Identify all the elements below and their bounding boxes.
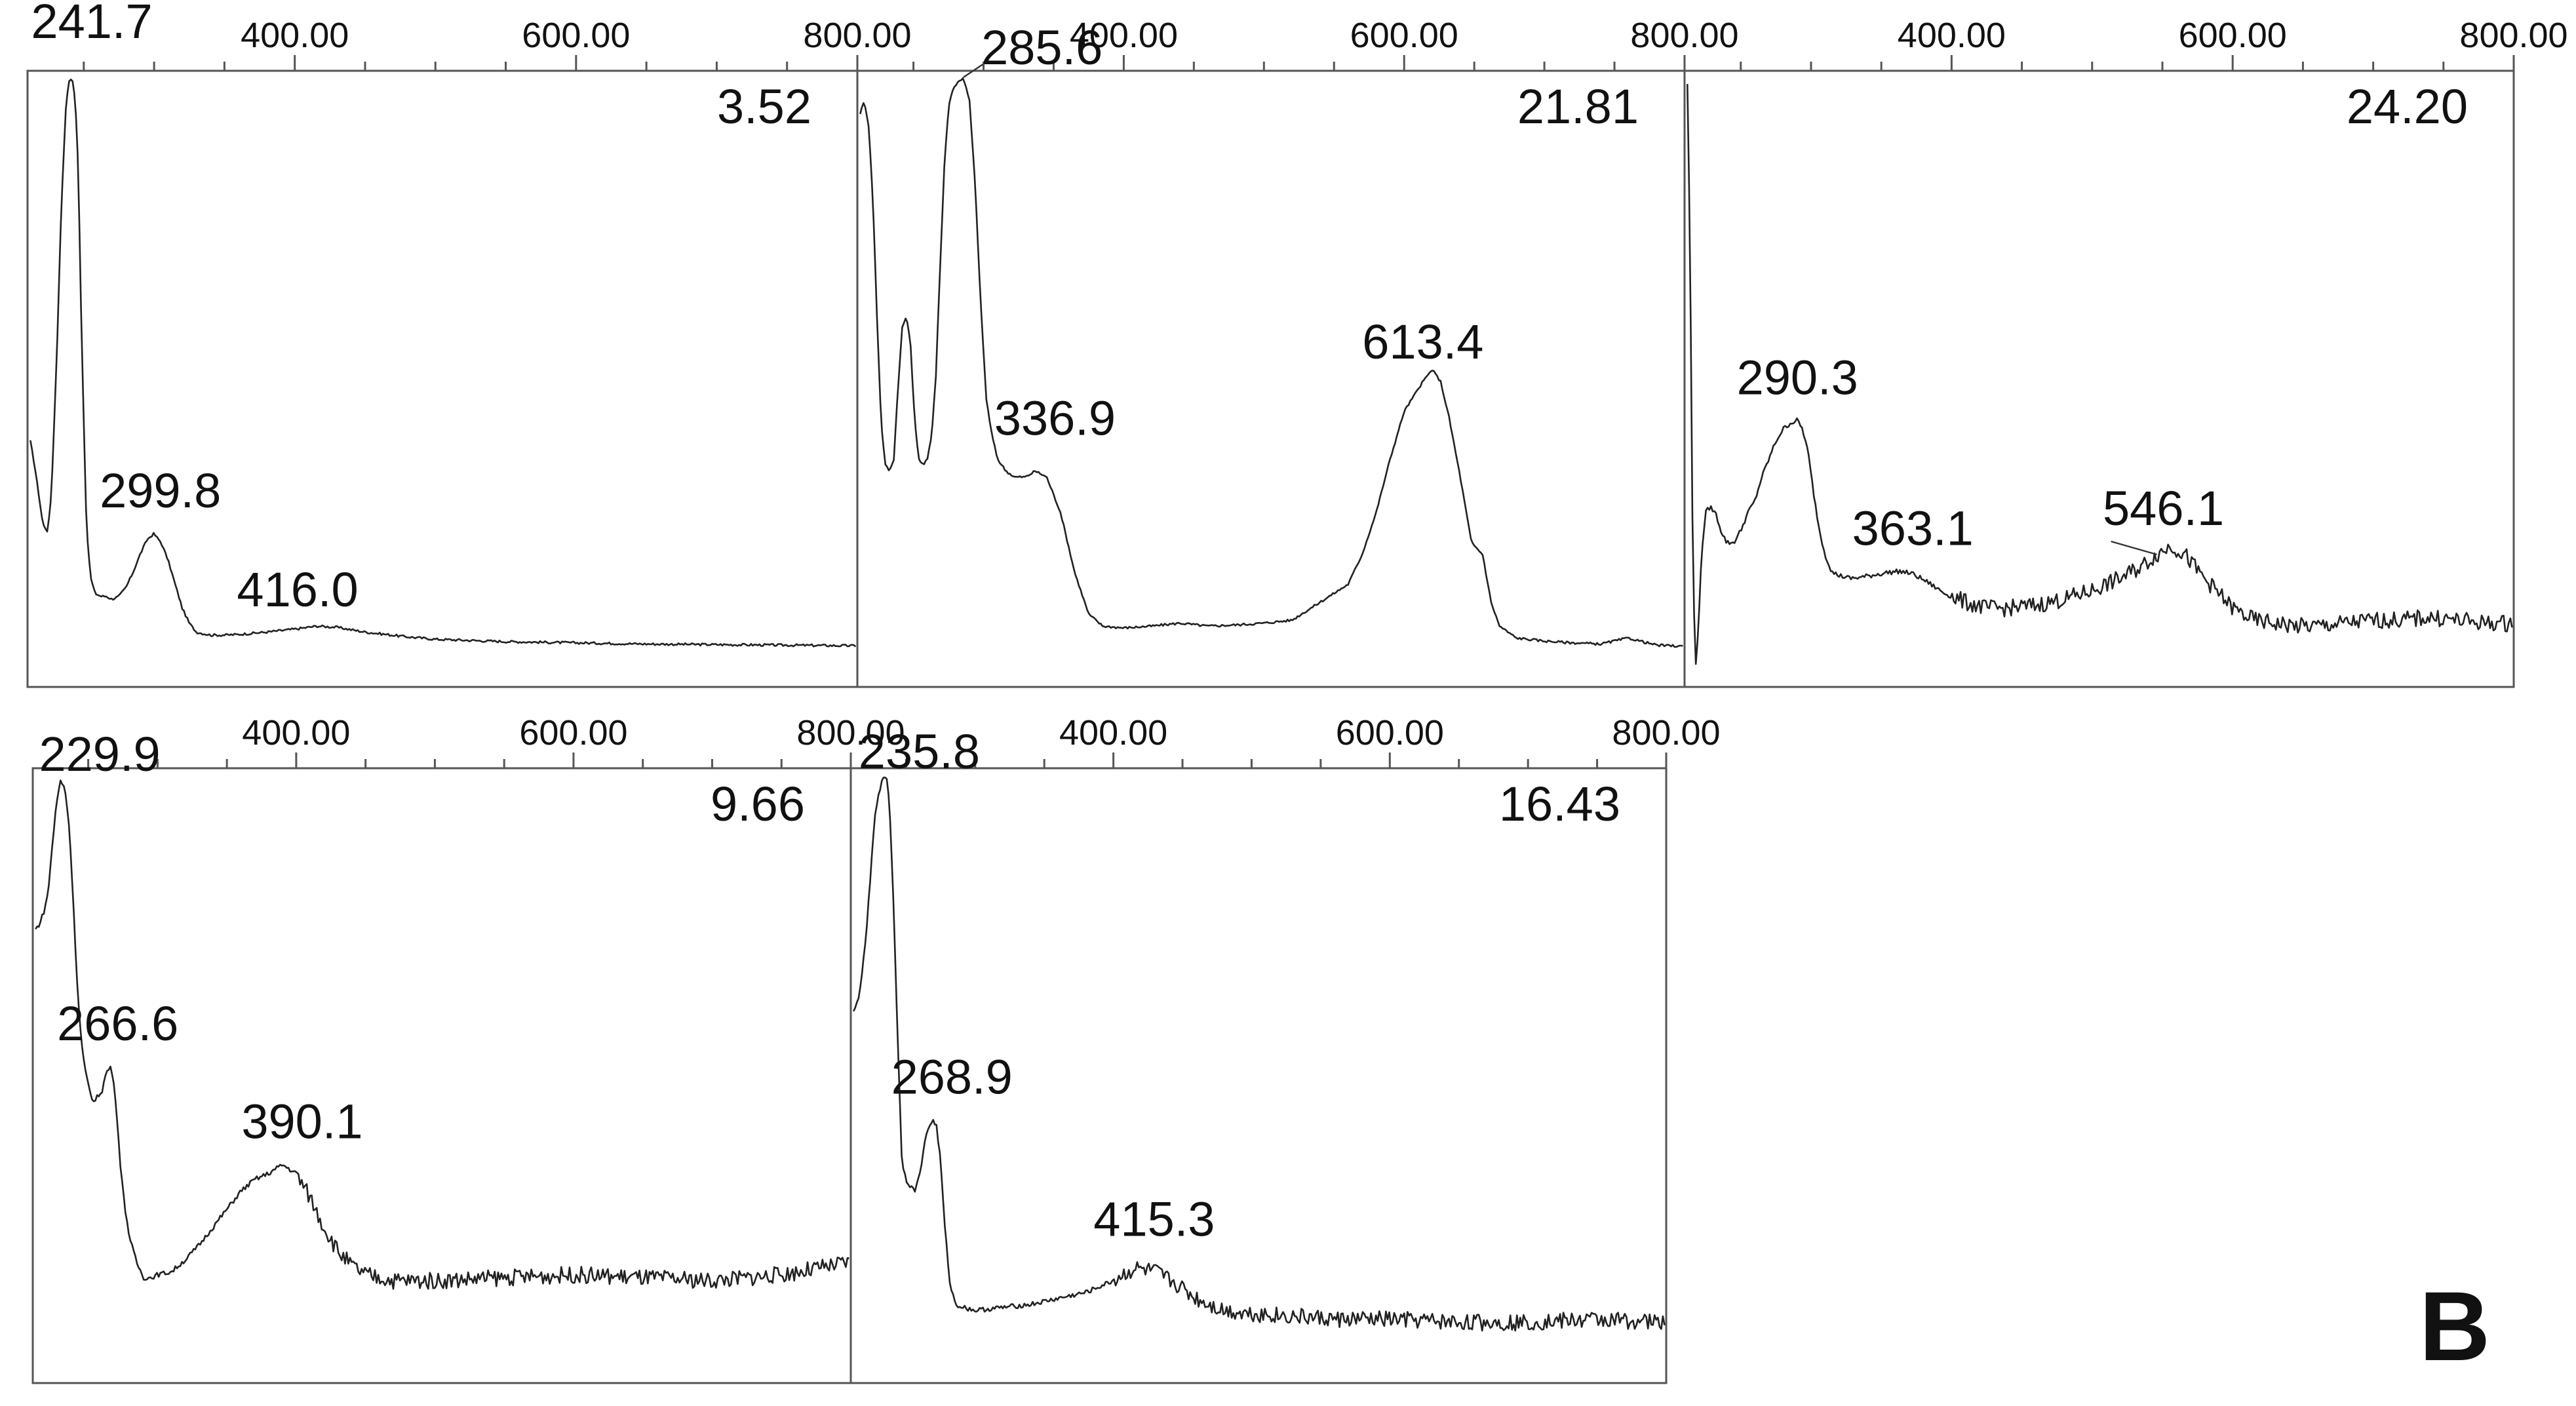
retention-time-label: 24.20 xyxy=(2347,79,2468,134)
x-tick-label: 800.00 xyxy=(803,16,911,55)
peak-label: 613.4 xyxy=(1362,315,1483,369)
peak-label: 229.9 xyxy=(39,727,160,781)
retention-time-label: 3.52 xyxy=(717,79,811,134)
spectrum-panel: 400.00 600.00 800.00 21.81 285.6 336.9 613.4 xyxy=(856,16,1739,688)
retention-time-label: 21.81 xyxy=(1517,79,1639,134)
peak-label: 299.8 xyxy=(100,463,221,518)
peak-label: 285.6 xyxy=(981,20,1103,75)
peak-label: 268.9 xyxy=(891,1050,1013,1104)
spectrum-trace xyxy=(29,79,857,648)
peak-label: 416.0 xyxy=(237,562,358,617)
spectra-panels: 400.00 600.00 800.003.52241.7299.8416.0400… xyxy=(26,0,2568,1384)
peak-label: 546.1 xyxy=(2103,481,2224,536)
spectrum-trace xyxy=(859,77,1683,648)
peak-label: 363.1 xyxy=(1852,501,1974,555)
figure-panel-letter: B xyxy=(2419,1271,2490,1381)
plot-frame xyxy=(856,69,1686,688)
spectrum-panel: 400.00 600.00 800.00 3.52 241.7 299.8 416.0 xyxy=(26,0,912,688)
peak-label: 415.3 xyxy=(1093,1192,1215,1247)
spectrum-trace xyxy=(853,776,1666,1332)
x-tick-label: 400.00 xyxy=(1070,16,1178,55)
peak-label: 241.7 xyxy=(31,0,152,49)
retention-time-label: 16.43 xyxy=(1499,777,1620,831)
peak-label: 235.8 xyxy=(859,724,980,779)
spectrum-trace xyxy=(35,779,849,1290)
x-tick-label: 600.00 xyxy=(2179,16,2287,55)
x-tick-label: 800.00 xyxy=(1630,16,1738,55)
peak-label: 266.6 xyxy=(57,996,178,1051)
x-tick-label: 600.00 xyxy=(1336,713,1444,752)
plot-frame xyxy=(31,767,852,1384)
retention-time-label: 9.66 xyxy=(711,777,805,831)
peak-label: 290.3 xyxy=(1737,350,1858,404)
peak-leader-line xyxy=(963,64,984,78)
peak-leader-line xyxy=(2111,540,2157,556)
plot-frame xyxy=(849,767,1668,1384)
plot-frame xyxy=(26,69,859,688)
spectrum-panel: 400.00 600.00 800.00 24.20 290.3 363.1 546.1 xyxy=(1683,16,2568,688)
x-tick-label: 400.00 xyxy=(242,713,350,752)
spectrum-panel: 400.00 600.00 800.00 16.43 235.8 268.9 415.3 xyxy=(849,713,1721,1384)
x-tick-label: 400.00 xyxy=(1059,713,1167,752)
x-tick-label: 600.00 xyxy=(522,16,630,55)
x-tick-label: 800.00 xyxy=(796,713,905,752)
x-tick-label: 800.00 xyxy=(2459,16,2567,55)
x-tick-label: 600.00 xyxy=(1350,16,1458,55)
x-tick-label: 400.00 xyxy=(1898,16,2006,55)
plot-frame xyxy=(1683,69,2515,688)
spectrum-trace xyxy=(1687,84,2513,665)
x-tick-label: 400.00 xyxy=(241,16,349,55)
peak-label: 336.9 xyxy=(994,391,1116,446)
spectrum-panel: 400.00 600.00 800.00 9.66 229.9 266.6 390.1 xyxy=(31,713,905,1384)
peak-label: 390.1 xyxy=(241,1095,362,1149)
x-tick-label: 800.00 xyxy=(1612,713,1720,752)
x-tick-label: 600.00 xyxy=(519,713,627,752)
